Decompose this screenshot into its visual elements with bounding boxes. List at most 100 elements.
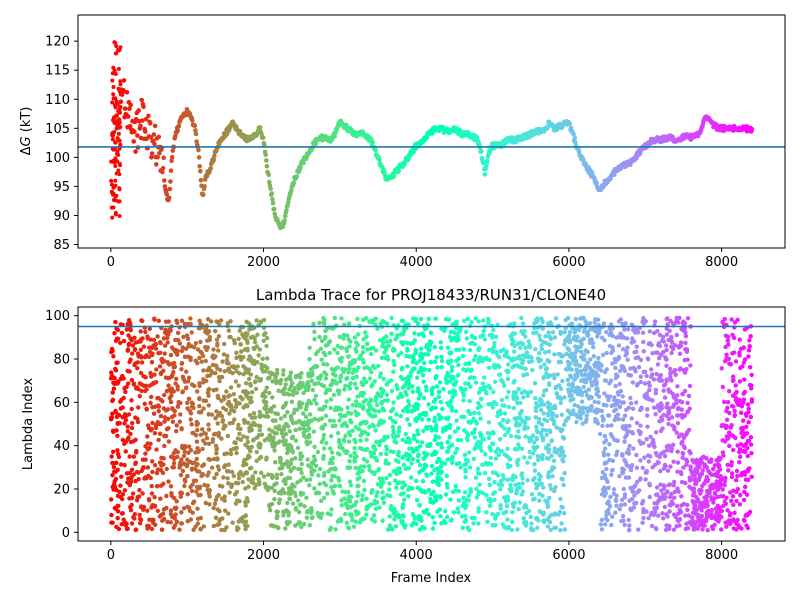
delta-g-point [109,189,114,194]
lambda-point [198,432,203,437]
lambda-point [333,423,338,428]
lambda-point [346,321,352,326]
lambda-point [145,526,150,531]
lambda-point [148,370,153,376]
lambda-point [535,429,540,435]
delta-g-y-tick-label: 105 [45,122,70,137]
lambda-point [280,487,286,492]
lambda-point [372,365,377,371]
lambda-point [474,486,479,492]
delta-g-point [196,147,201,153]
lambda-point [387,472,393,478]
lambda-point [283,422,289,427]
lambda-point [425,451,430,457]
delta-g-y-tick-label: 100 [45,151,70,166]
lambda-point [141,465,146,471]
lambda-point [254,435,260,440]
lambda-point [270,444,275,449]
lambda-point [546,449,551,455]
lambda-point [356,426,362,432]
lambda-point [214,337,220,342]
lambda-point [317,376,323,381]
lambda-point [325,511,331,516]
lambda-point [117,489,122,494]
lambda-point [530,497,536,502]
lambda-point [227,421,232,426]
delta-g-x-axis: 0 2000 4000 6000 8000 [107,248,738,270]
lambda-point [346,354,351,359]
lambda-point [345,405,350,410]
lambda-point [433,498,438,503]
delta-g-point [118,99,124,104]
lambda-point [234,350,239,355]
lambda-point [217,522,222,527]
lambda-point [364,496,369,501]
lambda-point [126,342,131,348]
lambda-point [380,518,385,523]
delta-g-point [268,186,273,191]
lambda-point [517,364,522,370]
lambda-point [240,519,245,524]
lambda-point [362,516,367,521]
lambda-point [421,395,427,401]
lambda-point [165,360,170,365]
lambda-point [321,361,326,367]
lambda-point [224,357,230,363]
lambda-point [565,377,570,383]
delta-g-point [571,131,576,137]
delta-g-point [146,113,151,119]
lambda-point [403,466,408,471]
delta-g-point [271,206,277,212]
lambda-point [567,340,573,345]
delta-g-point [110,215,115,220]
lambda-point [430,479,435,484]
lambda-point [584,413,589,418]
lambda-point [238,357,244,362]
lambda-point [339,359,344,364]
lambda-point [290,389,296,394]
lambda-point [332,368,337,373]
lambda-point [178,412,183,417]
delta-g-point [157,150,162,156]
lambda-point [553,316,559,321]
lambda-point [352,335,358,340]
lambda-point [348,411,354,416]
lambda-point [421,333,426,339]
lambda-point [474,495,480,500]
lambda-point [384,435,390,440]
lambda-point [347,366,352,371]
lambda-point [228,385,234,390]
lambda-point [490,346,496,351]
lambda-point [316,473,321,478]
lambda-point [127,454,132,459]
delta-g-point [143,116,149,122]
lambda-point [671,495,677,501]
lambda-point [561,436,567,441]
lambda-point [168,454,174,459]
lambda-point [243,519,249,524]
lambda-point [139,504,144,509]
lambda-point [205,368,210,373]
lambda-point [449,460,455,465]
lambda-point [175,384,180,389]
lambda-point [273,460,278,465]
lambda-point [274,475,280,481]
lambda-point [623,353,628,358]
lambda-point [109,497,114,502]
lambda-point [160,511,166,516]
lambda-point [534,424,539,429]
lambda-point [254,482,259,488]
lambda-point [109,520,114,525]
lambda-point [635,479,640,485]
lambda-point [553,525,559,530]
lambda-point [310,515,315,520]
lambda-point [469,333,474,339]
lambda-point [471,357,477,363]
delta-g-point [169,158,174,163]
lambda-point [662,395,668,400]
lambda-point [378,386,384,391]
lambda-point [147,517,152,522]
lambda-point [562,527,567,532]
lambda-point [192,383,197,389]
lambda-point [645,407,650,412]
